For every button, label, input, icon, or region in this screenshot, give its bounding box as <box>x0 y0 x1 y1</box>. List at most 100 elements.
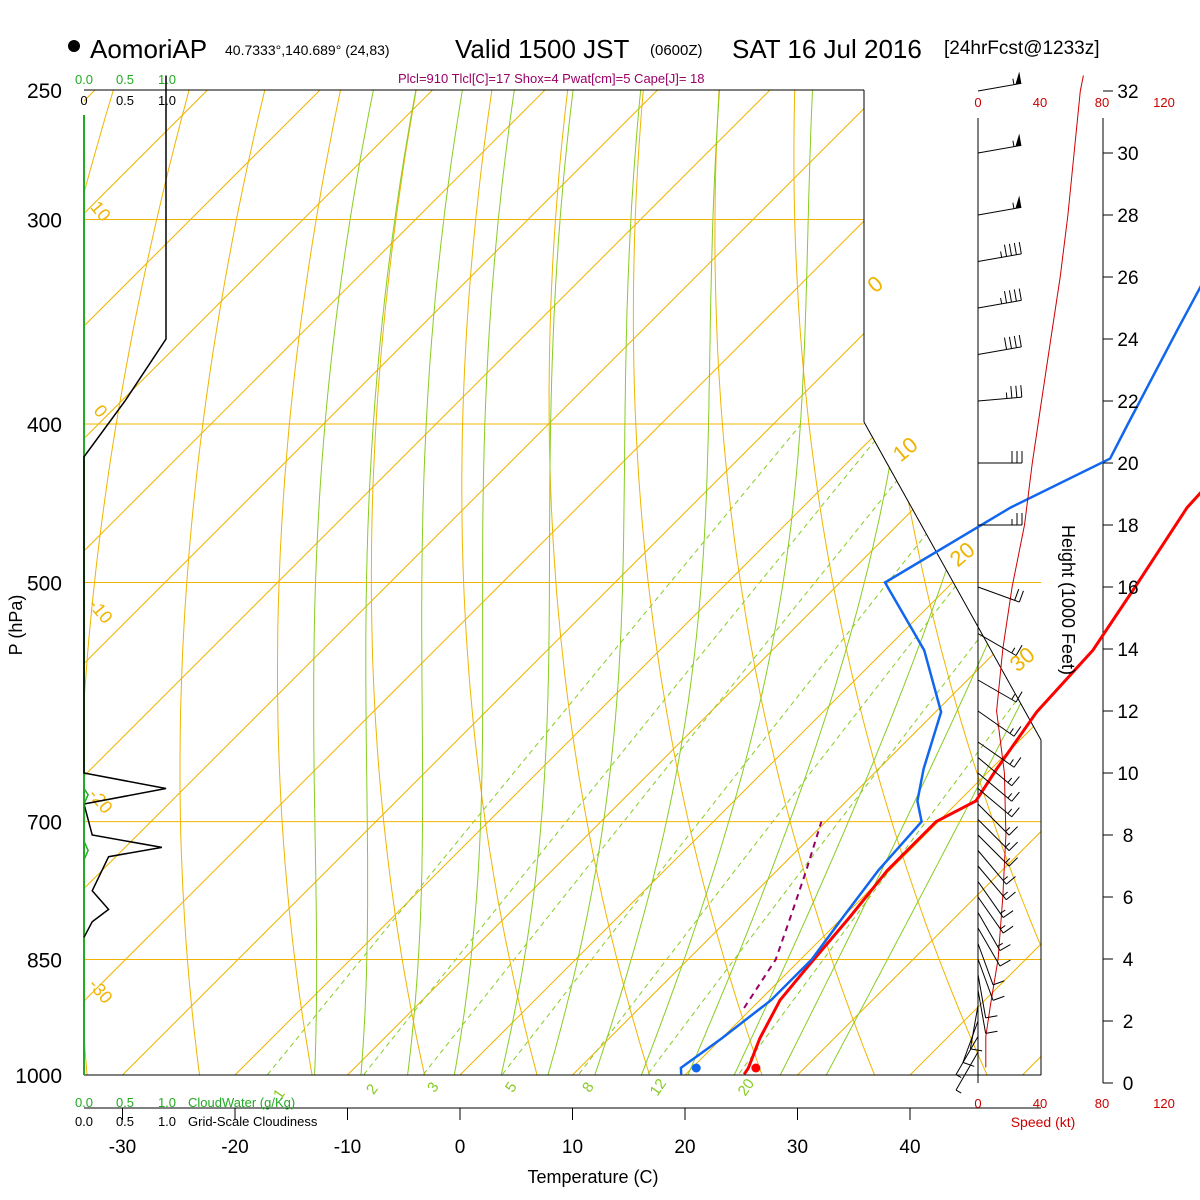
cloudiness-tick: 0.0 <box>75 1114 93 1129</box>
height-tick-label: 16 <box>1117 578 1138 599</box>
cloudiness-top-tick: 0.5 <box>116 93 134 108</box>
wind-barb-full <box>962 1061 975 1067</box>
x-axis-label: Temperature (C) <box>527 1167 658 1187</box>
mixing-ratio-line <box>335 423 889 1075</box>
dry-adiabat-line <box>869 90 1041 1075</box>
height-tick-label: 26 <box>1117 268 1138 289</box>
height-tick-label: 22 <box>1117 392 1138 413</box>
pressure-tick-label: 400 <box>27 414 62 437</box>
wind-barb-half <box>1011 647 1016 654</box>
isotherm-line <box>84 90 546 1075</box>
wind-barb-full <box>1011 791 1020 802</box>
wind-barb <box>977 71 1022 92</box>
isotherm-line <box>572 90 1041 1075</box>
height-tick-label: 14 <box>1117 640 1139 661</box>
dry-adiabat-label: -30 <box>85 975 117 1008</box>
mixing-ratio-line <box>712 423 1041 1075</box>
mixing-ratio-label: 8 <box>579 1079 598 1096</box>
speed-bottom-tick: 80 <box>1095 1096 1109 1111</box>
wind-barb-full <box>985 1015 998 1019</box>
cloud-water-tick: 1.0 <box>158 1095 176 1110</box>
wind-barb-full <box>999 944 1011 952</box>
pressure-tick-label: 500 <box>27 573 62 596</box>
pressure-tick-label: 850 <box>27 950 62 973</box>
pressure-tick-label: 300 <box>27 210 62 233</box>
wind-barb-full <box>1013 289 1017 302</box>
wind-barb-staff <box>977 206 1022 216</box>
wind-barb <box>977 385 1023 402</box>
speed-bottom-tick: 120 <box>1153 1096 1175 1111</box>
dry-adiabat-label: -10 <box>85 595 117 628</box>
height-tick-label: 24 <box>1117 330 1139 351</box>
wind-barb <box>977 741 1022 768</box>
wind-barb <box>977 912 1011 952</box>
wind-barb <box>977 989 998 1034</box>
wind-barb-staff <box>955 1036 979 1075</box>
cloudiness-tick: 1.0 <box>158 1114 176 1129</box>
wind-barb-half <box>1002 891 1008 897</box>
wind-barb-full <box>1008 290 1012 303</box>
wind-barb-staff <box>977 989 987 1034</box>
wind-barb-half <box>997 942 1003 947</box>
wind-barb-full <box>1018 241 1022 254</box>
wind-barb-full <box>1008 336 1012 349</box>
valid-time-zulu: (0600Z) <box>650 42 703 59</box>
x-tick-label: -20 <box>221 1137 248 1158</box>
moist-adiabat-line <box>627 90 813 1075</box>
wind-barb <box>977 865 1016 901</box>
height-tick-label: 6 <box>1123 888 1134 909</box>
wind-barb <box>977 241 1022 262</box>
temperature-series <box>742 491 1200 1076</box>
wind-barb <box>977 881 1014 918</box>
wind-barb-half <box>955 1074 962 1079</box>
wind-barb <box>977 834 1018 867</box>
dry-adiabat-line <box>1019 90 1041 1075</box>
wind-barb <box>977 819 1018 851</box>
speed-top-tick: 40 <box>1033 95 1047 110</box>
moist-adiabat-line <box>807 90 1041 1075</box>
cloud-water-top-tick: 0.0 <box>75 72 93 87</box>
station-marker-icon <box>68 40 80 52</box>
cloudiness-top-tick: 1.0 <box>158 93 176 108</box>
speed-bottom-tick: 0 <box>974 1096 981 1111</box>
wind-barb <box>977 679 1023 703</box>
wind-barb-full <box>992 995 1005 1001</box>
height-tick-label: 32 <box>1117 82 1138 103</box>
wind-barb-half <box>1000 909 1006 914</box>
wind-barb-half <box>1011 694 1016 700</box>
x-tick-label: -10 <box>334 1137 361 1158</box>
wind-barb-full <box>1018 288 1022 301</box>
wind-barb-staff <box>977 834 1010 867</box>
pressure-tick-label: 250 <box>27 80 62 103</box>
height-tick-label: 2 <box>1123 1012 1134 1033</box>
wind-barb-staff <box>977 958 994 1001</box>
wind-barb-full <box>1013 242 1017 255</box>
dry-adiabat-line <box>548 90 662 1075</box>
wind-barb-staff <box>977 943 994 986</box>
pressure-tick-label: 700 <box>27 812 62 835</box>
wind-barb-staff <box>969 1005 979 1049</box>
parcel-series <box>743 821 823 1009</box>
dry-adiabat-line <box>793 90 1004 1075</box>
height-tick-label: 30 <box>1117 144 1138 165</box>
wind-barb-half <box>1005 392 1008 399</box>
height-tick-label: 8 <box>1123 826 1134 847</box>
dewpoint-series <box>679 285 1200 1075</box>
height-tick-label: 4 <box>1123 950 1134 971</box>
wind-barb-half <box>1007 777 1013 783</box>
dry-adiabat-line <box>714 90 890 1075</box>
height-tick-label: 18 <box>1117 516 1138 537</box>
mixing-ratio-label: 5 <box>502 1079 521 1096</box>
wind-barb-half <box>1005 826 1011 832</box>
wind-barb-half <box>1012 140 1015 147</box>
wind-barb-full <box>1013 757 1022 768</box>
isotherm-line <box>84 90 321 1075</box>
wind-barb-half <box>1000 251 1003 258</box>
wind-barb-staff <box>977 850 1007 885</box>
wind-barb <box>977 586 1024 603</box>
wind-barb-full <box>1002 925 1014 934</box>
dry-adiabat-line <box>632 90 776 1075</box>
wind-barb-staff <box>977 679 1017 703</box>
wind-barb-half <box>1007 793 1013 799</box>
